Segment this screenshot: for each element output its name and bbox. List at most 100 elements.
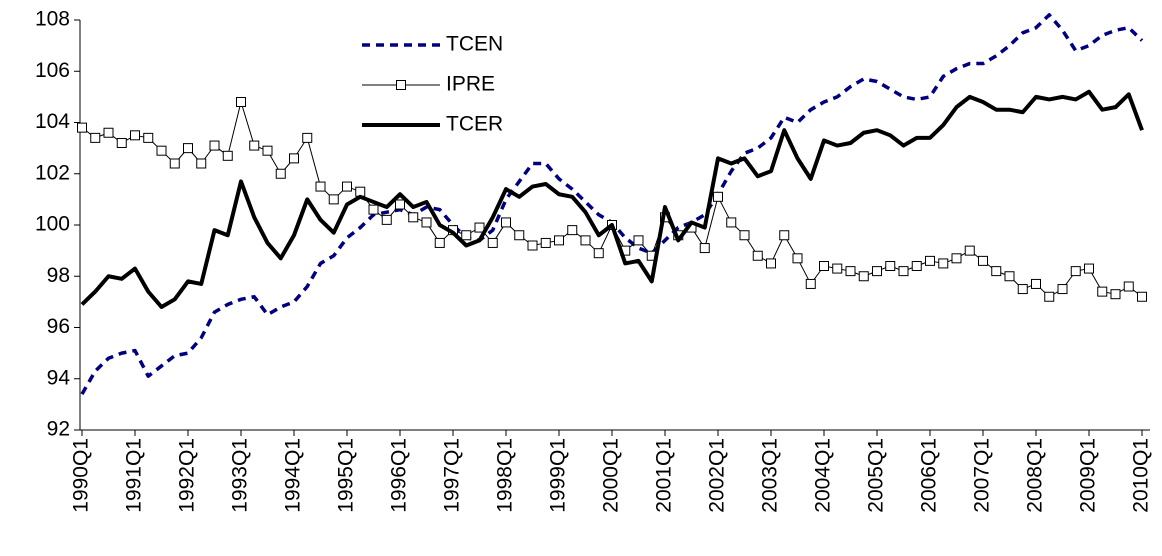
- point-marker: [156, 145, 167, 156]
- x-tick-label: 2002Q1: [706, 438, 729, 513]
- point-marker: [527, 240, 538, 251]
- point-marker: [752, 250, 763, 261]
- point-marker: [792, 253, 803, 264]
- series-line: [81, 101, 1143, 298]
- point-marker: [898, 266, 909, 277]
- x-tick-label: 1996Q1: [388, 438, 411, 513]
- point-marker: [77, 122, 87, 133]
- series-line: [80, 13, 1144, 395]
- series-line: [80, 89, 1144, 309]
- point-marker: [408, 212, 419, 223]
- point-marker: [925, 255, 935, 266]
- legend-marker: [396, 80, 406, 90]
- point-marker: [978, 255, 988, 266]
- point-marker: [1123, 281, 1134, 292]
- legend-label: TCER: [446, 113, 503, 136]
- point-marker: [858, 271, 869, 282]
- y-tick-label: 100: [35, 213, 70, 236]
- point-marker: [1057, 284, 1068, 295]
- y-tick-label: 98: [47, 264, 70, 287]
- point-marker: [964, 245, 975, 256]
- point-marker: [1031, 278, 1041, 289]
- point-marker: [779, 230, 790, 241]
- y-tick-label: 108: [35, 8, 70, 31]
- point-marker: [1004, 271, 1015, 282]
- point-marker: [421, 217, 432, 228]
- point-marker: [1044, 291, 1055, 302]
- x-tick-label: 2005Q1: [865, 438, 888, 513]
- x-tick-label: 2006Q1: [918, 438, 941, 513]
- point-marker: [209, 140, 220, 151]
- point-marker: [766, 258, 776, 269]
- x-tick-label: 2004Q1: [812, 438, 835, 513]
- point-marker: [951, 253, 962, 264]
- point-marker: [845, 266, 856, 277]
- point-marker: [699, 243, 710, 254]
- x-tick-label: 1998Q1: [494, 438, 517, 513]
- point-marker: [249, 140, 260, 151]
- point-marker: [342, 181, 352, 192]
- point-marker: [1070, 266, 1081, 277]
- point-marker: [819, 261, 829, 271]
- point-marker: [169, 158, 180, 169]
- point-marker: [1017, 284, 1028, 295]
- point-marker: [395, 199, 405, 210]
- point-marker: [116, 138, 127, 148]
- point-marker: [713, 191, 723, 202]
- point-marker: [315, 181, 326, 192]
- legend-label: TCEN: [446, 33, 503, 56]
- point-marker: [593, 248, 604, 259]
- x-tick-label: 2010Q1: [1130, 438, 1153, 513]
- point-marker: [580, 235, 591, 246]
- x-tick-label: 2007Q1: [971, 438, 994, 513]
- x-tick-label: 1993Q1: [229, 438, 252, 513]
- point-marker: [130, 130, 140, 141]
- point-marker: [183, 143, 193, 154]
- legend-label: IPRE: [446, 73, 495, 96]
- point-marker: [262, 145, 273, 156]
- y-tick-label: 104: [35, 110, 70, 133]
- x-tick-label: 2008Q1: [1024, 438, 1047, 513]
- y-tick-label: 106: [35, 59, 70, 82]
- y-tick-label: 102: [35, 161, 70, 184]
- x-tick-label: 1999Q1: [547, 438, 570, 513]
- point-marker: [302, 132, 313, 143]
- point-marker: [885, 261, 896, 271]
- point-marker: [236, 97, 246, 107]
- point-marker: [487, 237, 498, 248]
- point-marker: [805, 278, 816, 289]
- x-tick-label: 1994Q1: [282, 438, 305, 513]
- point-marker: [461, 230, 472, 241]
- point-marker: [633, 235, 644, 246]
- point-marker: [991, 266, 1002, 277]
- x-tick-label: 2009Q1: [1077, 438, 1100, 513]
- point-marker: [1110, 289, 1121, 300]
- point-marker: [832, 263, 843, 274]
- point-marker: [143, 132, 154, 143]
- y-tick-label: 96: [47, 315, 70, 338]
- y-tick-label: 92: [47, 418, 70, 441]
- point-marker: [514, 230, 525, 241]
- x-tick-label: 2003Q1: [759, 438, 782, 513]
- point-marker: [872, 266, 882, 277]
- point-marker: [381, 214, 392, 225]
- point-marker: [275, 168, 286, 179]
- x-tick-label: 2000Q1: [600, 438, 623, 513]
- point-marker: [739, 230, 750, 241]
- point-marker: [1084, 263, 1094, 274]
- point-marker: [938, 258, 949, 269]
- x-tick-label: 1995Q1: [335, 438, 358, 513]
- point-marker: [474, 222, 485, 233]
- x-tick-label: 1997Q1: [441, 438, 464, 513]
- point-marker: [501, 217, 511, 228]
- point-marker: [196, 158, 207, 169]
- x-tick-label: 1991Q1: [123, 438, 146, 513]
- point-marker: [103, 127, 114, 138]
- x-tick-label: 2001Q1: [653, 438, 676, 513]
- point-marker: [368, 204, 379, 215]
- point-marker: [222, 150, 233, 161]
- x-tick-label: 1992Q1: [176, 438, 199, 513]
- point-marker: [1097, 286, 1108, 297]
- point-marker: [554, 235, 564, 246]
